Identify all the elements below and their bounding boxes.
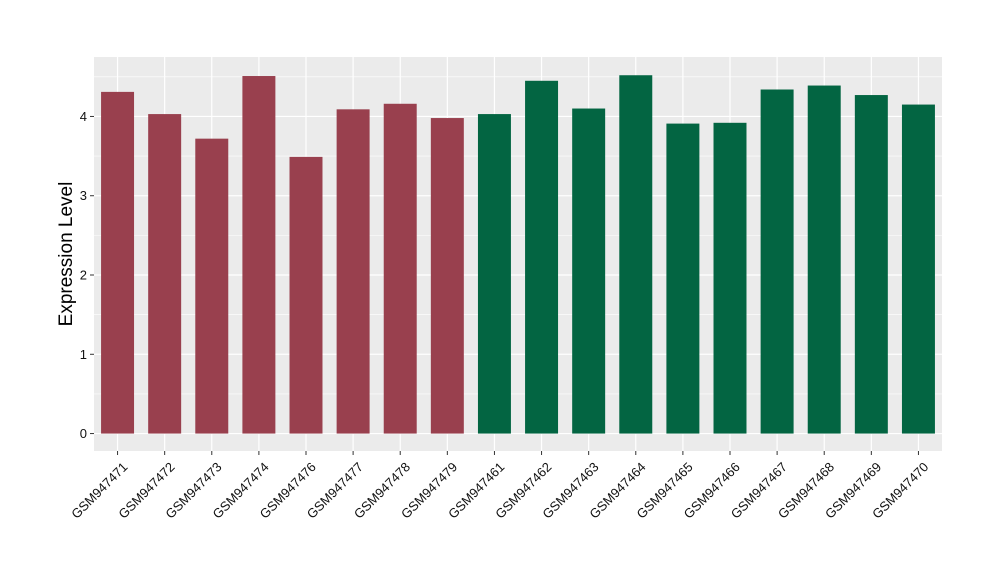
bar-GSM947479 — [430, 118, 464, 434]
minor-gridlines — [94, 76, 942, 395]
bar-GSM947470 — [901, 104, 935, 434]
bar-GSM947477 — [336, 109, 370, 434]
bar-GSM947476 — [289, 156, 323, 434]
bar-GSM947468 — [807, 85, 841, 434]
plot-panel — [94, 57, 942, 451]
bar-GSM947472 — [148, 114, 182, 434]
bar-GSM947465 — [666, 123, 700, 434]
x-axis: GSM947471GSM947472GSM947473GSM947474GSM9… — [68, 451, 931, 522]
bar-GSM947473 — [195, 138, 229, 434]
bar-GSM947467 — [760, 89, 794, 434]
y-axis: 0 1 2 3 4 — [80, 109, 94, 441]
y-tick-label: 4 — [80, 109, 87, 124]
bar-GSM947478 — [383, 103, 417, 434]
bar-GSM947466 — [713, 122, 747, 434]
y-tick-label: 2 — [80, 268, 87, 283]
bars — [101, 75, 935, 434]
y-tick-label: 1 — [80, 347, 87, 362]
bar-GSM947461 — [477, 114, 511, 434]
bar-GSM947462 — [525, 80, 559, 434]
bar-GSM947474 — [242, 76, 276, 434]
bar-GSM947469 — [854, 95, 888, 434]
y-tick-label: 3 — [80, 188, 87, 203]
bar-GSM947464 — [619, 75, 653, 434]
bar-GSM947471 — [101, 91, 135, 434]
y-axis-title: Expression Level — [56, 182, 77, 327]
y-tick-label: 0 — [80, 426, 87, 441]
bar-GSM947463 — [572, 108, 606, 434]
